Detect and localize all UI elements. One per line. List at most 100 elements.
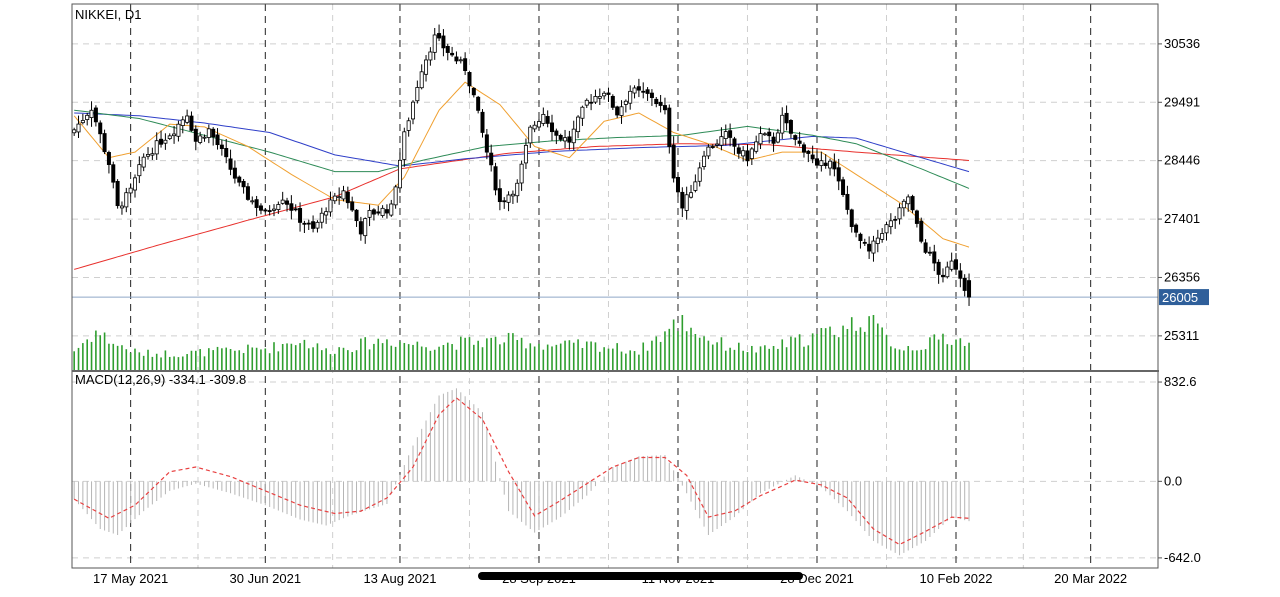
- candle: [623, 99, 628, 113]
- candle: [293, 204, 298, 212]
- candle: [367, 204, 372, 227]
- candle: [198, 131, 203, 145]
- candle: [202, 134, 207, 142]
- candle: [298, 202, 303, 232]
- candle: [402, 127, 407, 167]
- candle: [254, 195, 259, 217]
- candle: [849, 208, 854, 233]
- candle: [541, 107, 546, 127]
- candle: [706, 144, 711, 160]
- candle: [771, 132, 776, 152]
- candle: [732, 136, 737, 155]
- candle: [671, 136, 676, 183]
- candle: [828, 158, 833, 176]
- date-tick-label: 20 Mar 2022: [1054, 571, 1127, 586]
- price-tick-label: 27401: [1164, 211, 1200, 226]
- candle: [311, 215, 316, 233]
- candle: [571, 120, 576, 150]
- candle: [341, 185, 346, 202]
- candle: [754, 135, 759, 154]
- candle: [324, 207, 329, 224]
- macd-tick-label: -642.0: [1164, 550, 1201, 565]
- candle: [415, 80, 420, 104]
- candle: [836, 158, 841, 191]
- candle: [567, 130, 572, 150]
- ma-green-line: [74, 109, 970, 189]
- candle: [315, 220, 320, 233]
- candle: [958, 263, 963, 288]
- candle: [758, 126, 763, 150]
- candle: [723, 124, 728, 146]
- candle: [428, 47, 433, 66]
- candle: [880, 228, 885, 243]
- candle: [424, 55, 429, 82]
- candle: [862, 238, 867, 246]
- candle: [632, 85, 637, 99]
- axis-labels: NIKKEI, D1 MACD(12,26,9) -334.1 -309.8 305…: [75, 7, 1209, 586]
- chart-frame: [71, 3, 1159, 569]
- candle: [458, 56, 463, 64]
- candle: [159, 130, 164, 148]
- candle: [376, 205, 381, 216]
- candle: [788, 119, 793, 139]
- candle: [132, 174, 137, 198]
- candle: [858, 232, 863, 249]
- candle: [806, 149, 811, 163]
- macd-signal-line: [73, 397, 970, 546]
- candle: [72, 127, 77, 136]
- candle: [228, 149, 233, 176]
- candle: [119, 201, 124, 215]
- candle: [393, 184, 398, 209]
- candle: [814, 150, 819, 169]
- candle: [137, 156, 142, 184]
- date-tick-label: 30 Jun 2021: [230, 571, 302, 586]
- candle: [693, 174, 698, 193]
- candle: [510, 190, 515, 204]
- candle: [397, 152, 402, 193]
- candle: [888, 213, 893, 235]
- candle: [667, 104, 672, 154]
- candle: [441, 29, 446, 57]
- candle: [354, 209, 359, 227]
- candle: [645, 87, 650, 101]
- candle: [649, 89, 654, 106]
- candle: [471, 87, 476, 98]
- candle: [271, 204, 276, 217]
- candle: [237, 175, 242, 187]
- candle: [176, 120, 181, 142]
- candle: [871, 235, 876, 262]
- candle: [154, 132, 159, 160]
- candle: [715, 139, 720, 148]
- candle: [962, 274, 967, 297]
- candle: [102, 129, 107, 155]
- date-tick-label: 10 Feb 2022: [919, 571, 992, 586]
- price-tick-label: 30536: [1164, 36, 1200, 51]
- candle: [519, 160, 524, 191]
- candle: [419, 64, 424, 90]
- candle: [919, 217, 924, 244]
- date-tick-label: 13 Aug 2021: [363, 571, 436, 586]
- candle: [241, 178, 246, 194]
- candle: [358, 216, 363, 241]
- candle: [954, 253, 959, 275]
- candlesticks: [72, 24, 972, 306]
- candle: [189, 111, 194, 132]
- candle: [923, 239, 928, 254]
- candle: [484, 128, 489, 160]
- candle: [775, 128, 780, 144]
- candle: [219, 139, 224, 156]
- candle: [728, 123, 733, 147]
- candle: [406, 117, 411, 137]
- candle: [111, 161, 116, 189]
- ma-orange-line: [73, 81, 970, 248]
- candle: [854, 223, 859, 238]
- candle: [619, 100, 624, 124]
- candle: [967, 273, 972, 306]
- candle: [745, 144, 750, 167]
- candle: [945, 261, 950, 279]
- candle: [98, 120, 103, 144]
- candle: [628, 85, 633, 110]
- candle: [762, 132, 767, 136]
- price-tick-label: 26356: [1164, 269, 1200, 284]
- candle: [741, 146, 746, 162]
